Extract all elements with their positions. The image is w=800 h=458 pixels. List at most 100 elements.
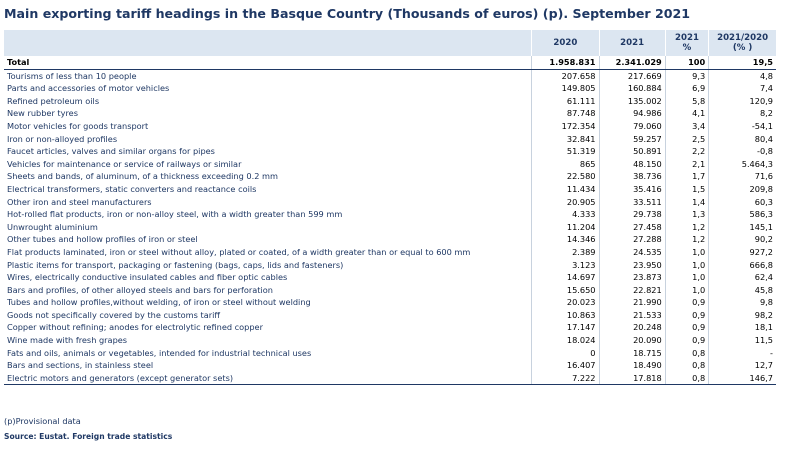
row-change: 45,8: [708, 283, 776, 297]
row-change: 7,4: [708, 82, 776, 95]
column-header-label: [4, 30, 532, 56]
row-share: 5,8: [664, 94, 709, 108]
row-value-2020: 87.748: [531, 107, 600, 120]
row-value-2020: 17.147: [531, 321, 600, 335]
row-value-2020: 32.841: [531, 132, 600, 146]
row-share: 1,0: [664, 271, 709, 284]
row-change: 98,2: [708, 308, 776, 322]
row-share: 1,7: [664, 170, 709, 183]
row-value-2021: 21.533: [598, 308, 666, 322]
column-header-2021: 2021: [598, 30, 666, 56]
row-value-2020: 18.024: [531, 334, 600, 347]
row-change: 62,4: [708, 271, 776, 284]
row-value-2020: 172.354: [531, 119, 600, 133]
row-value-2021: 135.002: [598, 94, 666, 108]
row-change: 71,6: [708, 170, 776, 183]
row-share: 0,8: [664, 359, 709, 372]
row-value-2021: 33.511: [598, 195, 666, 209]
row-label: Tubes and hollow profiles,without weldin…: [7, 297, 311, 308]
row-label: Iron or non-alloyed profiles: [7, 133, 118, 144]
row-label: Motor vehicles for goods transport: [7, 120, 149, 131]
row-label: Faucet articles, valves and similar orga…: [7, 146, 215, 157]
row-change: 90,2: [708, 233, 776, 246]
row-value-2021: 59.257: [598, 132, 666, 146]
row-label: Bars and profiles, of other alloyed stee…: [7, 284, 273, 295]
row-label: Wires, electrically conductive insulated…: [7, 272, 288, 283]
row-change: 666,8: [708, 258, 776, 272]
row-share: 0,9: [664, 308, 709, 322]
row-label: Refined petroleum oils: [7, 95, 100, 106]
total-label: Total: [4, 56, 532, 70]
row-value-2020: 20.023: [531, 296, 600, 309]
row-value-2020: 2.389: [531, 245, 600, 259]
table-row: Copper without refining; anodes for elec…: [4, 321, 776, 335]
table-row: Goods not specifically covered by the cu…: [4, 308, 776, 322]
row-value-2020: 7.222: [531, 371, 600, 386]
table-row: Electric motors and generators (except g…: [4, 371, 776, 386]
row-share: 0,9: [664, 334, 709, 347]
row-change: 120,9: [708, 94, 776, 108]
row-label: New rubber tyres: [7, 108, 78, 119]
row-value-2021: 21.990: [598, 296, 666, 309]
row-label: Parts and accessories of motor vehicles: [7, 83, 170, 94]
row-value-2020: 20.905: [531, 195, 600, 209]
row-label: Unwrought aluminium: [7, 221, 98, 232]
row-change: 4,8: [708, 69, 776, 83]
row-label: Goods not specifically covered by the cu…: [7, 309, 221, 320]
source-note: Source: Eustat. Foreign trade statistics: [4, 432, 173, 441]
row-label: Flat products laminated, iron or steel w…: [7, 246, 471, 257]
table-row: Other tubes and hollow profiles of iron …: [4, 233, 776, 246]
row-change: 145,1: [708, 220, 776, 234]
row-change: 586,3: [708, 208, 776, 221]
row-label: Other iron and steel manufacturers: [7, 196, 152, 207]
row-label: Electrical transformers, static converte…: [7, 183, 257, 194]
row-share: 1,2: [664, 233, 709, 246]
row-label: Vehicles for maintenance or service of r…: [7, 158, 242, 169]
row-label: Electric motors and generators (except g…: [4, 371, 532, 386]
table-row: Wine made with fresh grapes 18.024 20.090 0…: [4, 334, 776, 347]
row-value-2021: 18.715: [598, 346, 666, 360]
row-change: 12,7: [708, 359, 776, 372]
row-label: Sheets and bands, of aluminum, of a thic…: [7, 171, 278, 182]
row-label: Fats and oils, animals or vegetables, in…: [7, 347, 312, 358]
row-value-2020: 0: [531, 346, 600, 360]
row-share: 9,3: [664, 69, 709, 83]
row-change: 11,5: [708, 334, 776, 347]
row-value-2021: 160.884: [598, 82, 666, 95]
row-value-2020: 16.407: [531, 359, 600, 372]
row-change: 927,2: [708, 245, 776, 259]
table-row: Bars and profiles, of other alloyed stee…: [4, 283, 776, 297]
row-value-2021: 20.090: [598, 334, 666, 347]
row-share: 0,9: [664, 296, 709, 309]
table-row: Flat products laminated, iron or steel w…: [4, 245, 776, 259]
row-value-2020: 3.123: [531, 258, 600, 272]
row-value-2020: 22.580: [531, 170, 600, 183]
row-value-2021: 23.873: [598, 271, 666, 284]
row-value-2021: 50.891: [598, 145, 666, 158]
row-value-2021: 18.490: [598, 359, 666, 372]
total-row: Total 1.958.831 2.341.029 100 19,5: [4, 56, 776, 70]
row-value-2020: 4.333: [531, 208, 600, 221]
row-value-2021: 27.458: [598, 220, 666, 234]
row-share: 1,0: [664, 245, 709, 259]
row-value-2021: 20.248: [598, 321, 666, 335]
row-value-2020: 149.805: [531, 82, 600, 95]
row-value-2021: 29.738: [598, 208, 666, 221]
row-change: -54,1: [708, 119, 776, 133]
row-change: 146,7: [708, 371, 776, 386]
row-value-2021: 79.060: [598, 119, 666, 133]
provisional-note: (p)Provisional data: [4, 416, 81, 426]
row-label: Copper without refining; anodes for elec…: [7, 322, 263, 333]
row-value-2020: 14.346: [531, 233, 600, 246]
row-value-2020: 14.697: [531, 271, 600, 284]
row-share: 0,8: [664, 371, 709, 386]
column-header-2020: 2020: [531, 30, 600, 56]
table-row: Tubes and hollow profiles,without weldin…: [4, 296, 776, 309]
row-share: 2,5: [664, 132, 709, 146]
row-value-2020: 61.111: [531, 94, 600, 108]
table-row: Unwrought aluminium 11.204 27.458 1,2 145,1: [4, 220, 776, 234]
page-title: Main exporting tariff headings in the Ba…: [4, 6, 691, 21]
row-share: 1,5: [664, 182, 709, 196]
total-change: 19,5: [708, 56, 776, 70]
row-share: 3,4: [664, 119, 709, 133]
